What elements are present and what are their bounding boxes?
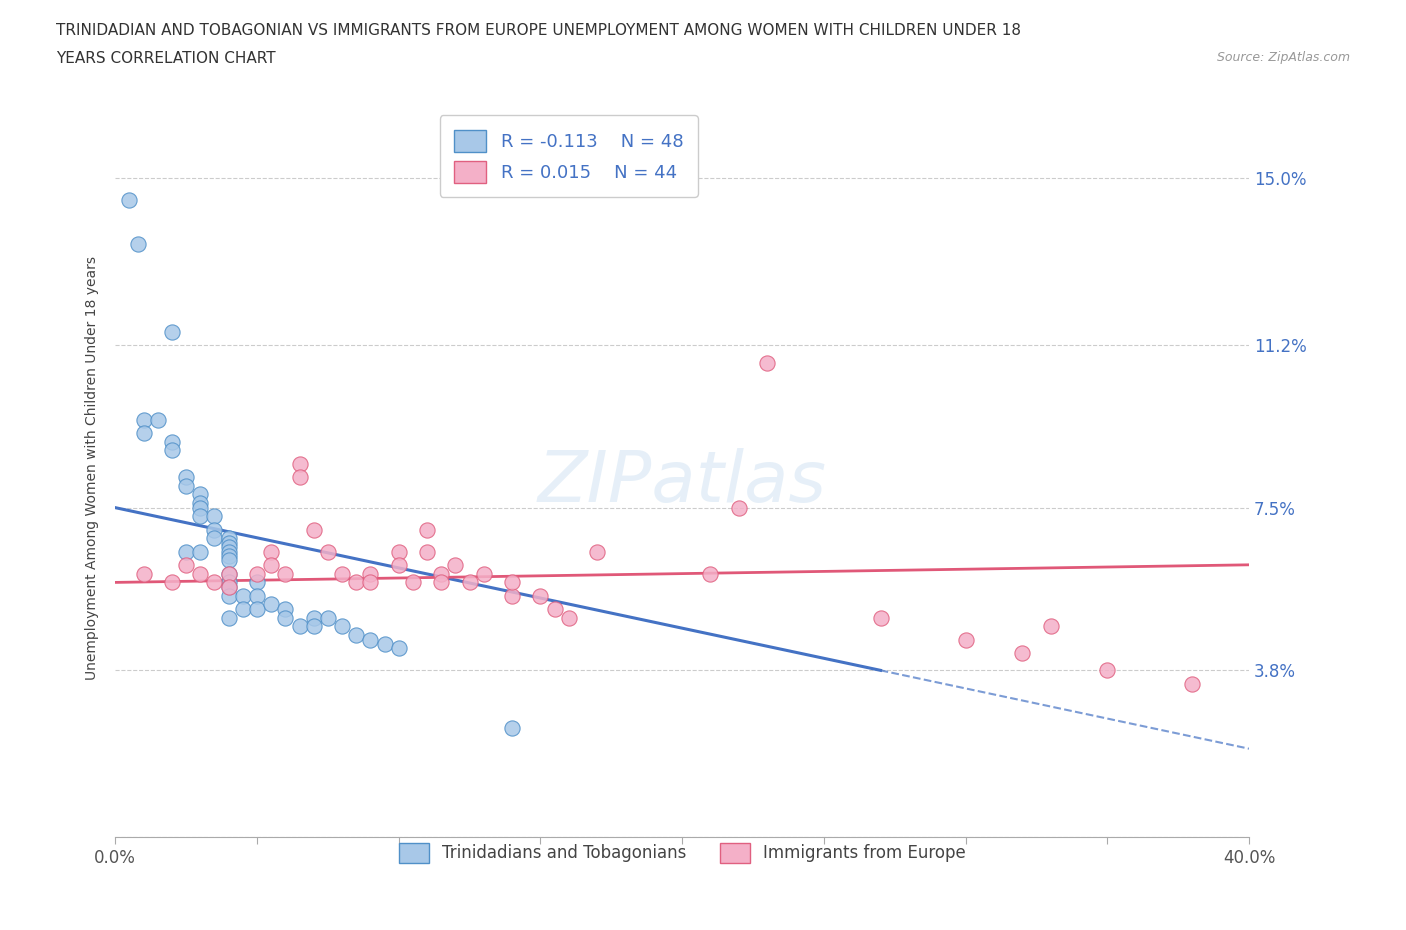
Text: YEARS CORRELATION CHART: YEARS CORRELATION CHART [56,51,276,66]
Point [260,557,283,572]
Point [558,610,581,625]
Point [174,557,197,572]
Point [359,566,381,581]
Point [188,509,211,524]
Point [302,523,325,538]
Point [160,325,183,339]
Point [756,355,779,370]
Point [218,588,240,603]
Point [529,588,551,603]
Point [260,544,283,559]
Point [232,602,254,617]
Point [246,566,269,581]
Point [330,566,353,581]
Text: TRINIDADIAN AND TOBAGONIAN VS IMMIGRANTS FROM EUROPE UNEMPLOYMENT AMONG WOMEN WI: TRINIDADIAN AND TOBAGONIAN VS IMMIGRANTS… [56,23,1021,38]
Point [288,457,311,472]
Point [274,610,297,625]
Point [316,610,339,625]
Point [132,412,155,427]
Point [246,588,269,603]
Point [1097,663,1119,678]
Point [188,496,211,511]
Point [188,500,211,515]
Point [232,588,254,603]
Point [543,602,565,617]
Point [127,236,149,251]
Point [316,544,339,559]
Point [388,544,411,559]
Point [444,557,467,572]
Point [288,470,311,485]
Point [160,443,183,458]
Point [344,628,367,643]
Point [246,602,269,617]
Text: Source: ZipAtlas.com: Source: ZipAtlas.com [1216,51,1350,64]
Point [218,536,240,551]
Point [174,478,197,493]
Point [302,619,325,634]
Point [188,544,211,559]
Point [472,566,495,581]
Point [344,575,367,590]
Text: ZIPatlas: ZIPatlas [537,448,827,517]
Legend: Trinidadians and Tobagonians, Immigrants from Europe: Trinidadians and Tobagonians, Immigrants… [392,836,973,870]
Point [218,549,240,564]
Point [218,610,240,625]
Point [586,544,609,559]
Point [416,523,439,538]
Point [1039,619,1062,634]
Point [204,575,226,590]
Point [160,434,183,449]
Point [501,588,523,603]
Point [218,566,240,581]
Point [188,487,211,502]
Point [160,575,183,590]
Point [218,566,240,581]
Point [501,720,523,735]
Point [727,500,749,515]
Point [218,579,240,594]
Point [204,531,226,546]
Point [218,553,240,568]
Point [132,425,155,440]
Point [246,575,269,590]
Point [359,575,381,590]
Point [373,636,395,651]
Point [388,641,411,656]
Point [359,632,381,647]
Point [416,544,439,559]
Point [260,597,283,612]
Point [1181,676,1204,691]
Point [188,566,211,581]
Point [218,579,240,594]
Point [204,523,226,538]
Point [402,575,425,590]
Y-axis label: Unemployment Among Women with Children Under 18 years: Unemployment Among Women with Children U… [86,256,100,680]
Point [274,566,297,581]
Point [218,575,240,590]
Point [430,566,453,581]
Point [330,619,353,634]
Point [118,193,141,207]
Point [218,531,240,546]
Point [699,566,721,581]
Point [458,575,481,590]
Point [146,412,169,427]
Point [501,575,523,590]
Point [955,632,977,647]
Point [388,557,411,572]
Point [204,509,226,524]
Point [132,566,155,581]
Point [869,610,891,625]
Point [1011,645,1033,660]
Point [218,544,240,559]
Point [302,610,325,625]
Point [218,539,240,554]
Point [288,619,311,634]
Point [174,544,197,559]
Point [430,575,453,590]
Point [174,470,197,485]
Point [274,602,297,617]
